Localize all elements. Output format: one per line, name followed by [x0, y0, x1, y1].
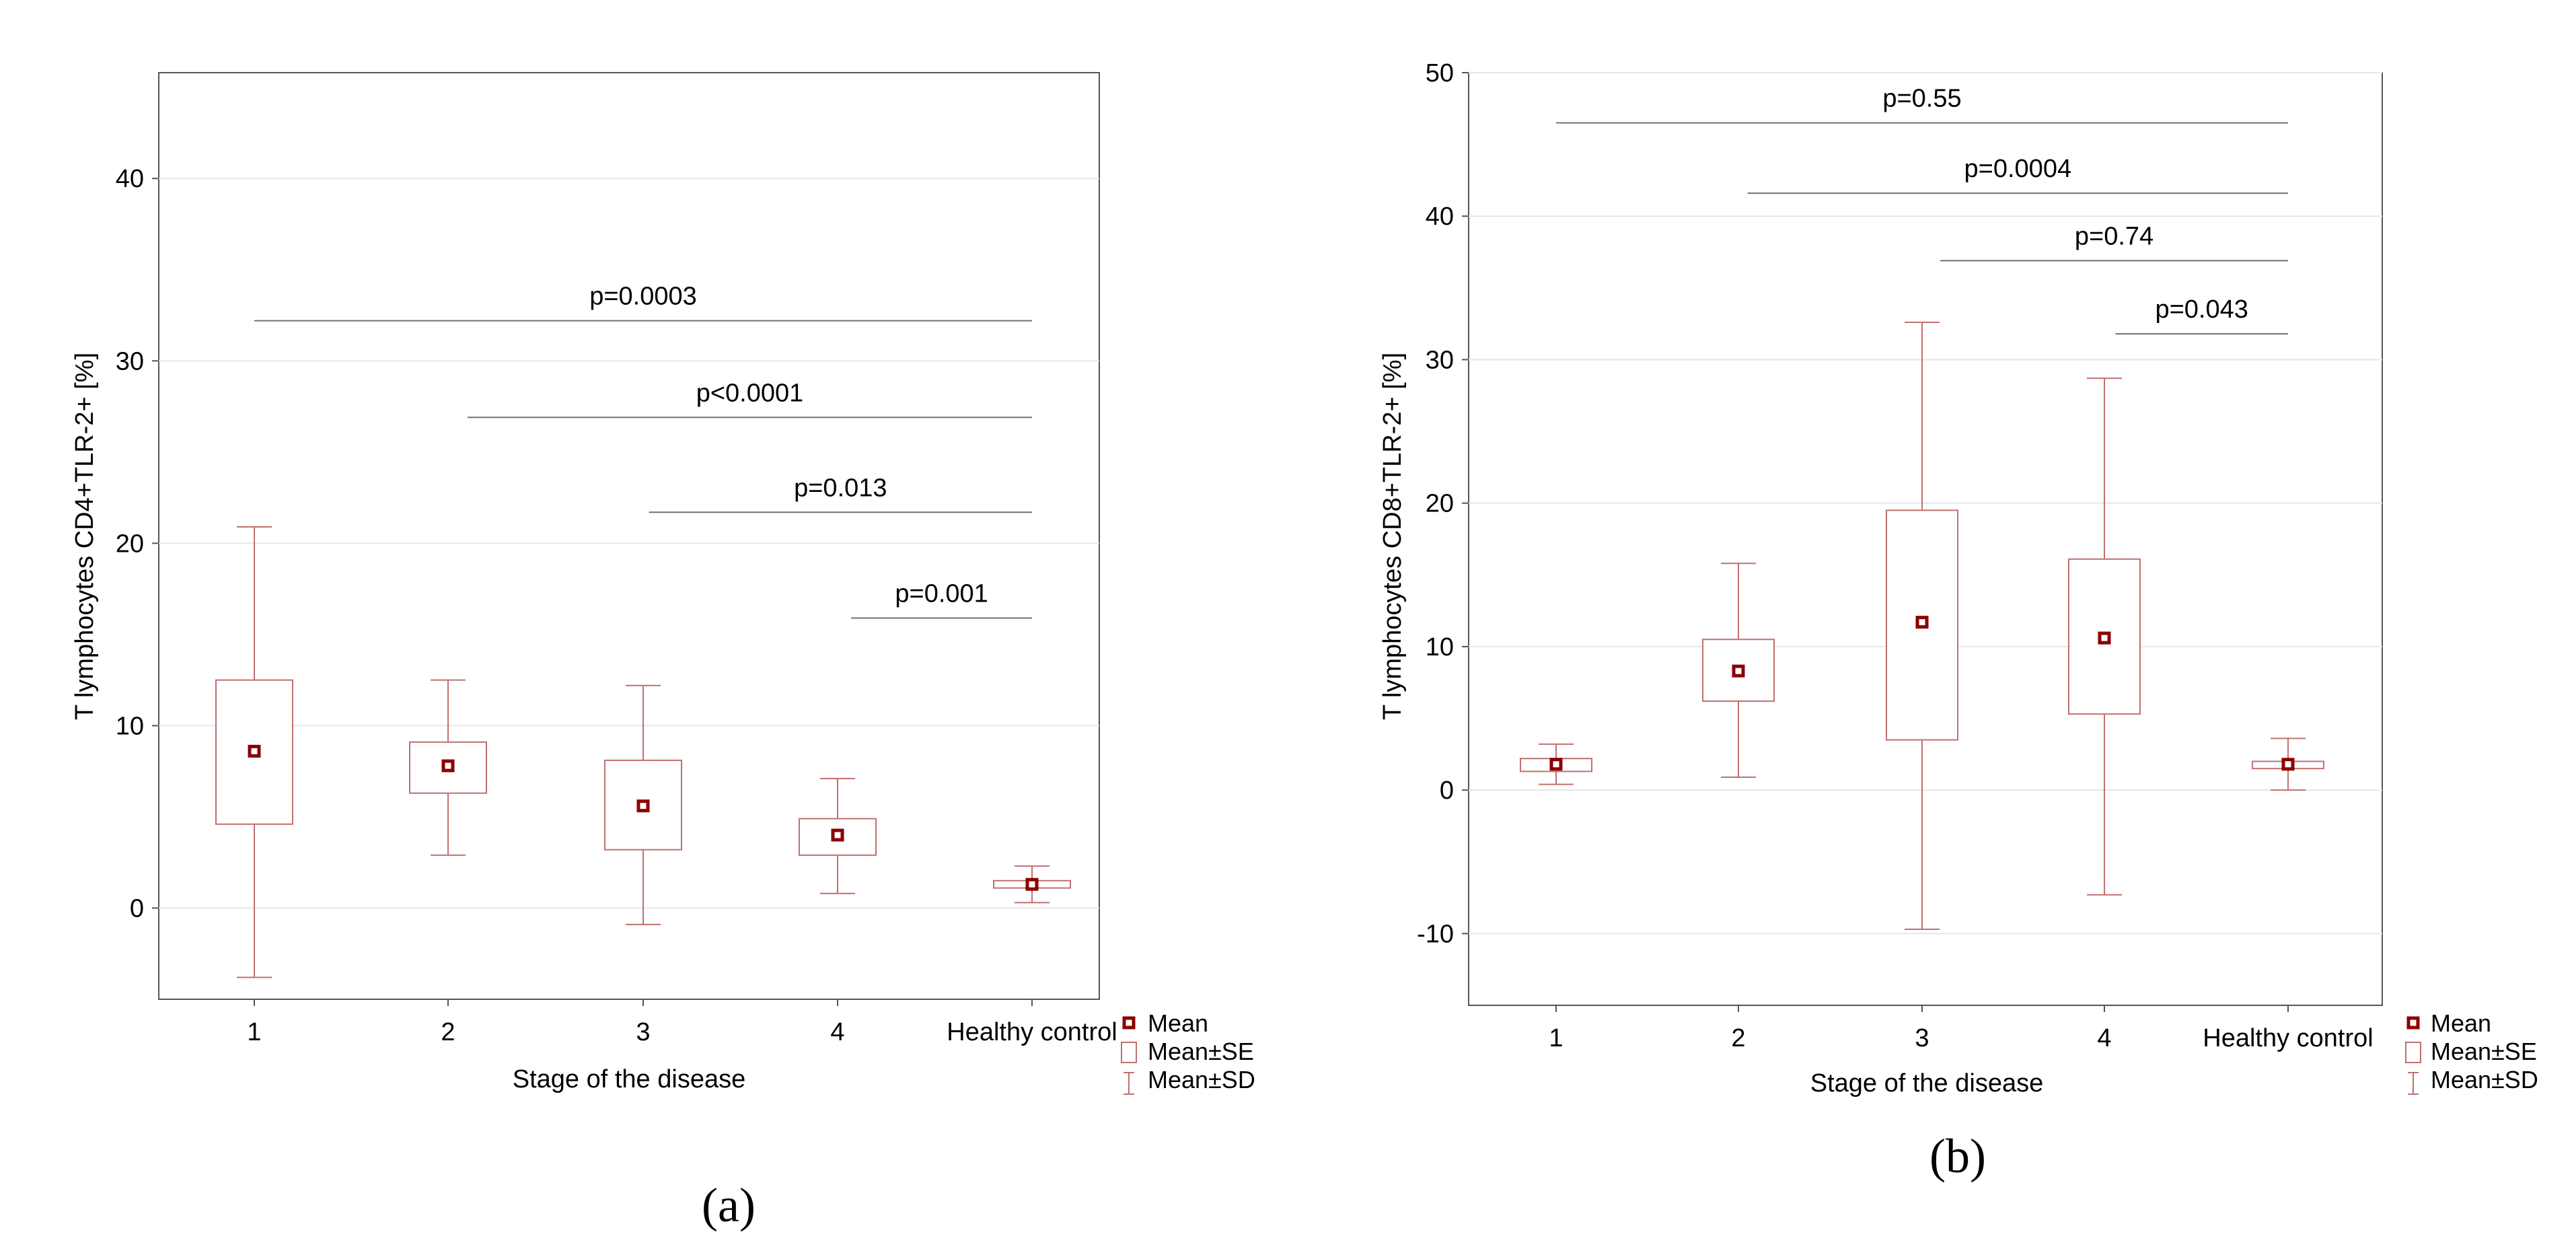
p-value-label: p=0.74 [2075, 222, 2154, 250]
mean-marker [1915, 616, 1929, 629]
y-tick-label: 0 [130, 894, 144, 923]
chart-a-legend: Mean Mean±SE Mean±SD [1121, 1009, 1255, 1095]
legend-mean-label: Mean [2431, 1009, 2491, 1037]
mean-marker [1549, 758, 1563, 771]
chart-b-annotations: p=0.55 p=0.0004 p=0.74 p=0.043 [1556, 85, 2288, 335]
x-tick-label: 4 [2097, 1024, 2111, 1052]
legend-mean-marker [1122, 1016, 1136, 1030]
chart-a-annotations: p=0.0003 p<0.0001 p=0.013 p=0.001 [254, 283, 1032, 619]
chart-a-boxes [215, 526, 1071, 978]
chart-a-caption: (a) [702, 1178, 756, 1232]
y-tick-label: 10 [1426, 633, 1454, 661]
legend-se-marker [1121, 1042, 1137, 1063]
chart-b-caption: (b) [1929, 1129, 1986, 1183]
chart-b-x-ticks: 1 2 3 4 Healthy control [1549, 1005, 2373, 1052]
x-tick-label: 2 [1731, 1024, 1745, 1052]
mean-marker [831, 828, 844, 842]
y-tick-label: 20 [116, 530, 144, 558]
legend-sd-marker [1124, 1072, 1134, 1095]
legend-mean-marker [2406, 1016, 2420, 1030]
x-tick-label: 2 [441, 1018, 455, 1046]
p-value-label: p=0.0003 [589, 283, 697, 311]
x-tick-label: Healthy control [947, 1018, 1117, 1046]
legend-se-label: Mean±SE [2431, 1038, 2537, 1065]
mean-marker [2281, 758, 2295, 771]
y-tick-label: 30 [116, 347, 144, 375]
x-tick-label: 3 [1915, 1024, 1929, 1052]
y-tick-label: 30 [1426, 346, 1454, 374]
chart-a-gridlines [159, 178, 1099, 909]
mean-marker [636, 799, 650, 813]
x-tick-label: 3 [636, 1018, 650, 1046]
chart-b-legend: Mean Mean±SE Mean±SD [2405, 1009, 2538, 1095]
p-value-label: p=0.001 [895, 579, 988, 608]
chart-b: -10 0 10 20 30 40 50 1 2 3 4 Healthy control p=0.5… [1378, 59, 2538, 1183]
p-value-label: p=0.013 [794, 474, 887, 502]
mean-marker [1025, 877, 1039, 891]
mean-marker [2098, 631, 2111, 645]
y-tick-label: 20 [1426, 490, 1454, 518]
y-tick-label: 40 [116, 165, 144, 193]
chart-b-x-axis-label: Stage of the disease [1810, 1069, 2043, 1098]
legend-mean-label: Mean [1148, 1009, 1208, 1037]
mean-marker [248, 744, 261, 758]
p-value-label: p=0.043 [2155, 295, 2248, 324]
legend-se-label: Mean±SE [1148, 1038, 1254, 1065]
x-tick-label: Healthy control [2203, 1024, 2373, 1052]
mean-marker [1732, 664, 1745, 678]
p-value-label: p=0.55 [1882, 85, 1961, 113]
legend-sd-label: Mean±SD [1148, 1066, 1255, 1093]
p-value-label: p<0.0001 [696, 379, 804, 407]
p-value-label: p=0.0004 [1964, 155, 2072, 183]
x-tick-label: 4 [830, 1018, 844, 1046]
legend-sd-label: Mean±SD [2431, 1066, 2538, 1093]
y-tick-label: 50 [1426, 59, 1454, 87]
chart-a-x-ticks: 1 2 3 4 Healthy control [247, 999, 1117, 1046]
chart-a-plot-frame [158, 72, 1100, 1000]
chart-b-y-ticks: -10 0 10 20 30 40 50 [1417, 59, 1469, 948]
chart-b-gridlines [1469, 72, 2382, 935]
chart-a-x-axis-label: Stage of the disease [513, 1065, 745, 1093]
chart-b-y-axis-label: T lymphocytes CD8+TLR-2+ [%] [1378, 353, 1407, 720]
chart-a-y-ticks: 0 10 20 30 40 [116, 165, 159, 923]
chart-a-y-axis-label: T lymphocytes CD4+TLR-2+ [%] [71, 353, 99, 720]
chart-b-boxes [1520, 322, 2324, 930]
mean-marker [441, 759, 455, 772]
y-tick-label: 10 [116, 712, 144, 740]
y-tick-label: -10 [1417, 920, 1454, 948]
legend-sd-marker [2408, 1072, 2419, 1095]
chart-a: 0 10 20 30 40 1 2 3 4 Healthy control p=0.0003 p<… [71, 72, 1255, 1232]
x-tick-label: 1 [1549, 1024, 1563, 1052]
y-tick-label: 0 [1440, 777, 1454, 805]
legend-se-marker [2405, 1042, 2421, 1063]
y-tick-label: 40 [1426, 203, 1454, 231]
x-tick-label: 1 [247, 1018, 261, 1046]
